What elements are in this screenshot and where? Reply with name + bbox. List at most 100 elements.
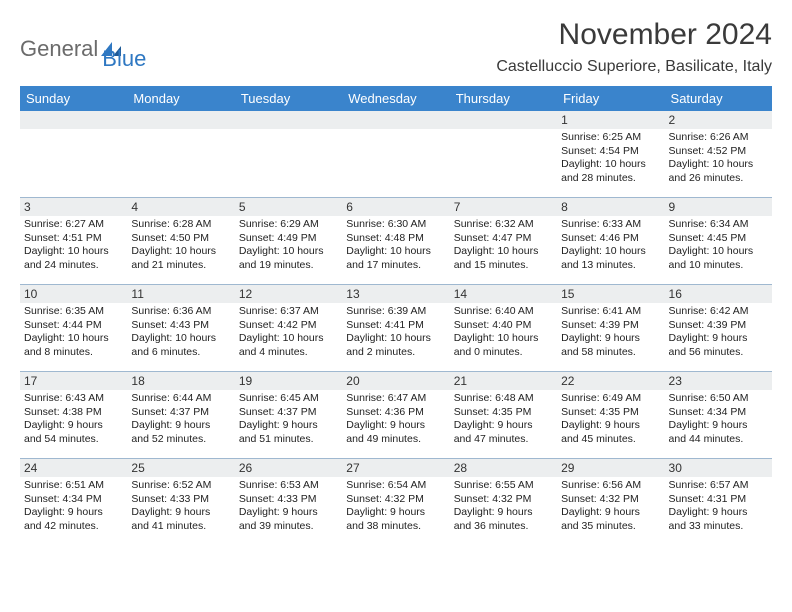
daylight-line-1: Daylight: 10 hours bbox=[669, 245, 768, 258]
daylight-line-1: Daylight: 9 hours bbox=[561, 506, 660, 519]
sunset-text: Sunset: 4:32 PM bbox=[346, 493, 445, 506]
day-number: 16 bbox=[665, 285, 772, 303]
day-cell: 6Sunrise: 6:30 AMSunset: 4:48 PMDaylight… bbox=[342, 198, 449, 284]
sunset-text: Sunset: 4:39 PM bbox=[561, 319, 660, 332]
day-header-thu: Thursday bbox=[450, 86, 557, 111]
daylight-line-1: Daylight: 9 hours bbox=[454, 419, 553, 432]
calendar-page: General Blue November 2024 Castelluccio … bbox=[0, 0, 792, 612]
daylight-line-2: and 15 minutes. bbox=[454, 259, 553, 272]
daylight-line-2: and 41 minutes. bbox=[131, 520, 230, 533]
sunrise-text: Sunrise: 6:50 AM bbox=[669, 392, 768, 405]
sunrise-text: Sunrise: 6:35 AM bbox=[24, 305, 123, 318]
daylight-line-1: Daylight: 10 hours bbox=[346, 332, 445, 345]
daylight-line-2: and 10 minutes. bbox=[669, 259, 768, 272]
sunset-text: Sunset: 4:40 PM bbox=[454, 319, 553, 332]
day-number: 2 bbox=[665, 111, 772, 129]
brand-logo: General Blue bbox=[20, 18, 146, 72]
daylight-line-2: and 47 minutes. bbox=[454, 433, 553, 446]
brand-blue: Blue bbox=[102, 46, 146, 72]
day-number: 28 bbox=[450, 459, 557, 477]
day-cell: 26Sunrise: 6:53 AMSunset: 4:33 PMDayligh… bbox=[235, 459, 342, 545]
location-text: Castelluccio Superiore, Basilicate, Ital… bbox=[496, 58, 772, 76]
daylight-line-2: and 38 minutes. bbox=[346, 520, 445, 533]
sunrise-text: Sunrise: 6:41 AM bbox=[561, 305, 660, 318]
daylight-line-2: and 44 minutes. bbox=[669, 433, 768, 446]
daylight-line-1: Daylight: 10 hours bbox=[561, 245, 660, 258]
daylight-line-1: Daylight: 10 hours bbox=[24, 245, 123, 258]
sunset-text: Sunset: 4:52 PM bbox=[669, 145, 768, 158]
sunrise-text: Sunrise: 6:55 AM bbox=[454, 479, 553, 492]
sunset-text: Sunset: 4:50 PM bbox=[131, 232, 230, 245]
sunrise-text: Sunrise: 6:28 AM bbox=[131, 218, 230, 231]
daylight-line-2: and 49 minutes. bbox=[346, 433, 445, 446]
day-number: 21 bbox=[450, 372, 557, 390]
day-number: 30 bbox=[665, 459, 772, 477]
sunrise-text: Sunrise: 6:27 AM bbox=[24, 218, 123, 231]
day-header-wed: Wednesday bbox=[342, 86, 449, 111]
sunset-text: Sunset: 4:46 PM bbox=[561, 232, 660, 245]
daylight-line-2: and 33 minutes. bbox=[669, 520, 768, 533]
day-cell: 20Sunrise: 6:47 AMSunset: 4:36 PMDayligh… bbox=[342, 372, 449, 458]
daylight-line-2: and 45 minutes. bbox=[561, 433, 660, 446]
empty-day-band bbox=[235, 111, 342, 129]
sunset-text: Sunset: 4:34 PM bbox=[669, 406, 768, 419]
day-number: 14 bbox=[450, 285, 557, 303]
weeks-container: 1Sunrise: 6:25 AMSunset: 4:54 PMDaylight… bbox=[20, 111, 772, 545]
daylight-line-1: Daylight: 9 hours bbox=[669, 506, 768, 519]
day-cell: 13Sunrise: 6:39 AMSunset: 4:41 PMDayligh… bbox=[342, 285, 449, 371]
sunrise-text: Sunrise: 6:44 AM bbox=[131, 392, 230, 405]
day-number: 5 bbox=[235, 198, 342, 216]
daylight-line-2: and 58 minutes. bbox=[561, 346, 660, 359]
sunrise-text: Sunrise: 6:43 AM bbox=[24, 392, 123, 405]
day-header-fri: Friday bbox=[557, 86, 664, 111]
day-number: 3 bbox=[20, 198, 127, 216]
sunset-text: Sunset: 4:44 PM bbox=[24, 319, 123, 332]
sunset-text: Sunset: 4:51 PM bbox=[24, 232, 123, 245]
day-cell bbox=[20, 111, 127, 197]
sunset-text: Sunset: 4:33 PM bbox=[239, 493, 338, 506]
daylight-line-1: Daylight: 9 hours bbox=[131, 506, 230, 519]
daylight-line-1: Daylight: 9 hours bbox=[346, 419, 445, 432]
sunset-text: Sunset: 4:42 PM bbox=[239, 319, 338, 332]
day-cell: 9Sunrise: 6:34 AMSunset: 4:45 PMDaylight… bbox=[665, 198, 772, 284]
day-number: 19 bbox=[235, 372, 342, 390]
day-number: 25 bbox=[127, 459, 234, 477]
day-cell: 22Sunrise: 6:49 AMSunset: 4:35 PMDayligh… bbox=[557, 372, 664, 458]
sunrise-text: Sunrise: 6:54 AM bbox=[346, 479, 445, 492]
sunrise-text: Sunrise: 6:51 AM bbox=[24, 479, 123, 492]
day-cell: 2Sunrise: 6:26 AMSunset: 4:52 PMDaylight… bbox=[665, 111, 772, 197]
sunset-text: Sunset: 4:32 PM bbox=[454, 493, 553, 506]
day-cell: 18Sunrise: 6:44 AMSunset: 4:37 PMDayligh… bbox=[127, 372, 234, 458]
day-cell: 24Sunrise: 6:51 AMSunset: 4:34 PMDayligh… bbox=[20, 459, 127, 545]
day-number: 22 bbox=[557, 372, 664, 390]
day-cell: 23Sunrise: 6:50 AMSunset: 4:34 PMDayligh… bbox=[665, 372, 772, 458]
daylight-line-1: Daylight: 9 hours bbox=[561, 419, 660, 432]
daylight-line-2: and 0 minutes. bbox=[454, 346, 553, 359]
day-cell bbox=[450, 111, 557, 197]
sunset-text: Sunset: 4:31 PM bbox=[669, 493, 768, 506]
daylight-line-2: and 2 minutes. bbox=[346, 346, 445, 359]
daylight-line-1: Daylight: 10 hours bbox=[239, 245, 338, 258]
daylight-line-1: Daylight: 10 hours bbox=[346, 245, 445, 258]
week-row: 17Sunrise: 6:43 AMSunset: 4:38 PMDayligh… bbox=[20, 371, 772, 458]
sunrise-text: Sunrise: 6:39 AM bbox=[346, 305, 445, 318]
title-block: November 2024 Castelluccio Superiore, Ba… bbox=[496, 18, 772, 76]
week-row: 3Sunrise: 6:27 AMSunset: 4:51 PMDaylight… bbox=[20, 197, 772, 284]
month-title: November 2024 bbox=[496, 18, 772, 52]
day-cell: 21Sunrise: 6:48 AMSunset: 4:35 PMDayligh… bbox=[450, 372, 557, 458]
sunset-text: Sunset: 4:45 PM bbox=[669, 232, 768, 245]
day-number: 13 bbox=[342, 285, 449, 303]
day-cell: 7Sunrise: 6:32 AMSunset: 4:47 PMDaylight… bbox=[450, 198, 557, 284]
empty-day-band bbox=[342, 111, 449, 129]
sunrise-text: Sunrise: 6:32 AM bbox=[454, 218, 553, 231]
day-cell: 15Sunrise: 6:41 AMSunset: 4:39 PMDayligh… bbox=[557, 285, 664, 371]
day-number: 18 bbox=[127, 372, 234, 390]
day-number: 17 bbox=[20, 372, 127, 390]
day-cell: 3 Sunrise: 6:27 AMSunset: 4:51 PMDaylight… bbox=[20, 198, 127, 284]
day-cell: 30Sunrise: 6:57 AMSunset: 4:31 PMDayligh… bbox=[665, 459, 772, 545]
day-cell: 16Sunrise: 6:42 AMSunset: 4:39 PMDayligh… bbox=[665, 285, 772, 371]
sunset-text: Sunset: 4:48 PM bbox=[346, 232, 445, 245]
daylight-line-2: and 17 minutes. bbox=[346, 259, 445, 272]
day-number: 1 bbox=[557, 111, 664, 129]
daylight-line-2: and 13 minutes. bbox=[561, 259, 660, 272]
